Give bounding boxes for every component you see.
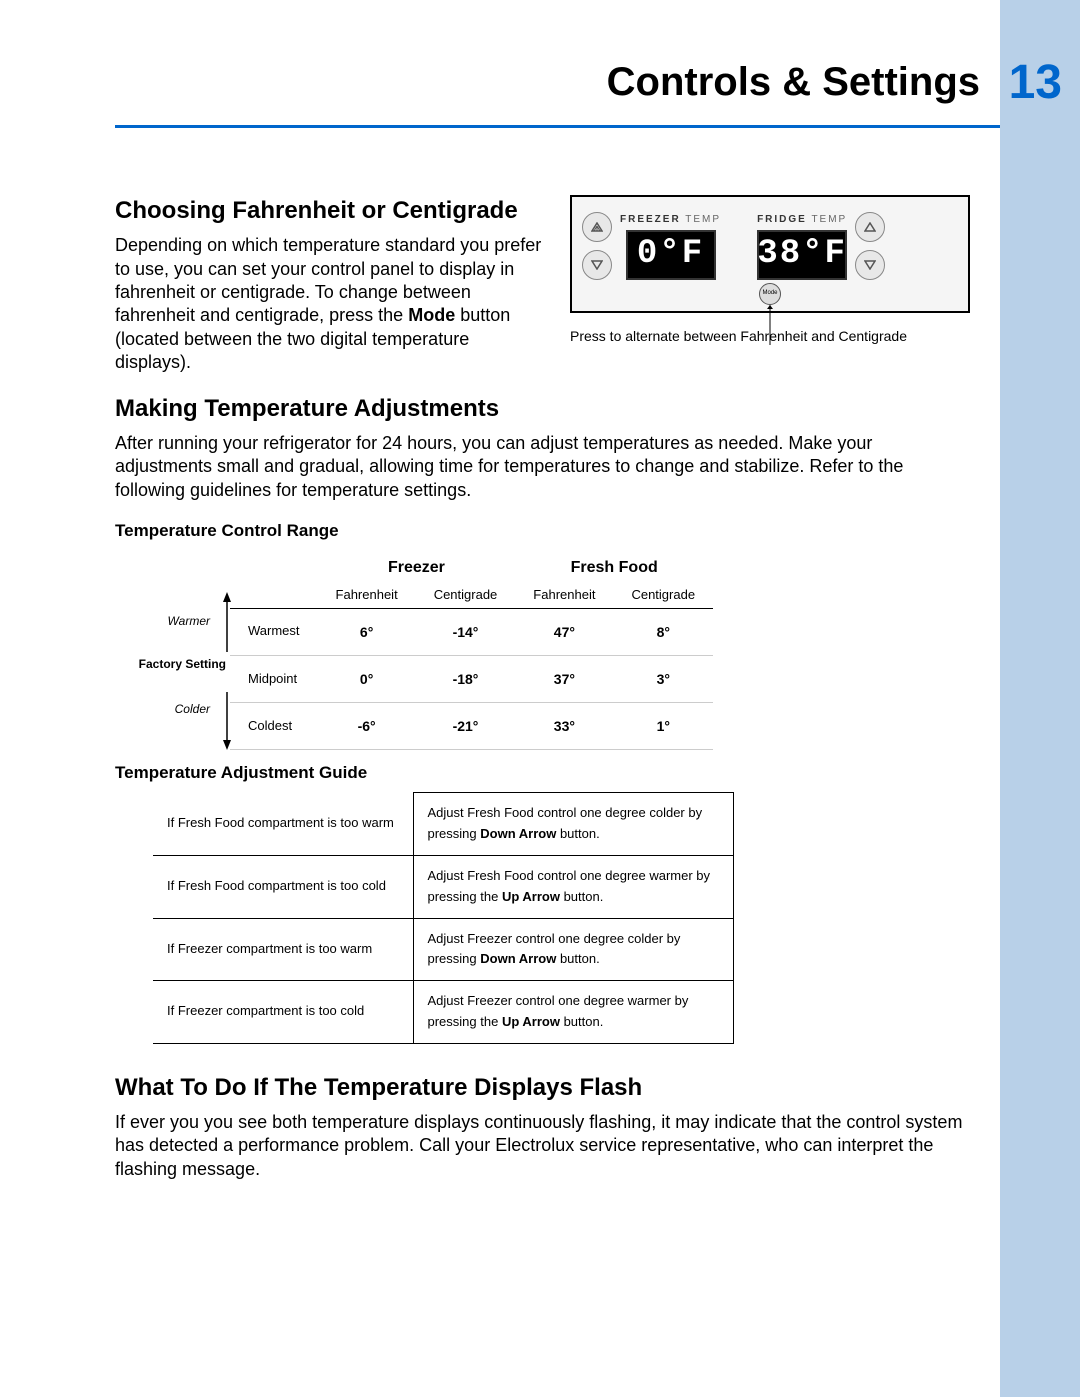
cell: 3° <box>613 655 713 702</box>
section-3-body: If ever you you see both temperature dis… <box>115 1111 970 1181</box>
section-3-heading: What To Do If The Temperature Displays F… <box>115 1072 970 1103</box>
fridge-temp-label: FRIDGE TEMP <box>757 213 847 226</box>
cell: -18° <box>416 655 516 702</box>
section-1-heading: Choosing Fahrenheit or Centigrade <box>115 195 550 226</box>
table-row: If Freezer compartment is too warm Adjus… <box>153 918 733 981</box>
cell: Adjust Fresh Food control one degree col… <box>413 793 733 856</box>
fridge-temp-display: 38°F <box>757 230 847 280</box>
freezer-down-arrow-icon <box>582 250 612 280</box>
cell: If Freezer compartment is too warm <box>153 918 413 981</box>
cell: If Fresh Food compartment is too warm <box>153 793 413 856</box>
section-1-body: Depending on which temperature standard … <box>115 234 550 374</box>
guide-table: If Fresh Food compartment is too warm Ad… <box>153 792 734 1043</box>
freezer-col-head: Freezer <box>318 552 516 581</box>
freezer-up-arrow-icon <box>582 212 612 242</box>
table-row: If Fresh Food compartment is too cold Ad… <box>153 855 733 918</box>
cell: If Freezer compartment is too cold <box>153 981 413 1044</box>
page-number: 13 <box>1009 55 1062 110</box>
freezer-temp-display: 0°F <box>626 230 716 280</box>
range-axis-labels: Warmer Factory Setting Colder <box>115 552 230 750</box>
cell: 6° <box>318 608 416 655</box>
callout-line-icon <box>765 305 775 345</box>
header: Controls & Settings <box>0 60 1000 105</box>
cell: -21° <box>416 703 516 750</box>
cell: Midpoint <box>230 655 318 702</box>
cell: If Fresh Food compartment is too cold <box>153 855 413 918</box>
factory-label: Factory Setting <box>139 657 226 673</box>
cell: Adjust Freezer control one degree warmer… <box>413 981 733 1044</box>
cell: Coldest <box>230 703 318 750</box>
sub-head: Centigrade <box>416 581 516 608</box>
cell: 1° <box>613 703 713 750</box>
sub-head: Centigrade <box>613 581 713 608</box>
header-rule <box>115 125 1000 128</box>
sub-head: Fahrenheit <box>515 581 613 608</box>
cell: 0° <box>318 655 416 702</box>
main-content: Choosing Fahrenheit or Centigrade Depend… <box>115 195 970 1199</box>
cell: 33° <box>515 703 613 750</box>
mode-bold: Mode <box>408 305 455 325</box>
cell: 47° <box>515 608 613 655</box>
range-table: Freezer Fresh Food Fahrenheit Centigrade… <box>230 552 713 750</box>
table-row: Warmest 6° -14° 47° 8° <box>230 608 713 655</box>
cell: Adjust Fresh Food control one degree war… <box>413 855 733 918</box>
cell: 37° <box>515 655 613 702</box>
mode-button-icon: Mode <box>759 283 781 305</box>
freshfood-col-head: Fresh Food <box>515 552 713 581</box>
fridge-up-arrow-icon <box>855 212 885 242</box>
table-row: If Freezer compartment is too cold Adjus… <box>153 981 733 1044</box>
cell: 8° <box>613 608 713 655</box>
sub-head: Fahrenheit <box>318 581 416 608</box>
header-title: Controls & Settings <box>607 60 980 105</box>
page-sidebar <box>1000 0 1080 1397</box>
cell: Warmest <box>230 608 318 655</box>
table-row: Midpoint 0° -18° 37° 3° <box>230 655 713 702</box>
cell: Adjust Freezer control one degree colder… <box>413 918 733 981</box>
range-heading: Temperature Control Range <box>115 520 970 542</box>
fridge-down-arrow-icon <box>855 250 885 280</box>
guide-heading: Temperature Adjustment Guide <box>115 762 970 784</box>
warmer-label: Warmer <box>168 614 210 630</box>
table-row: Coldest -6° -21° 33° 1° <box>230 703 713 750</box>
freezer-temp-label: FREEZER TEMP <box>620 213 721 226</box>
cell: -14° <box>416 608 516 655</box>
section-2-body: After running your refrigerator for 24 h… <box>115 432 970 502</box>
section-2-heading: Making Temperature Adjustments <box>115 393 970 424</box>
table-row: If Fresh Food compartment is too warm Ad… <box>153 793 733 856</box>
colder-label: Colder <box>175 702 210 718</box>
control-panel-figure: FREEZER TEMP 0°F FRIDGE TEMP 38°F Mode <box>570 195 970 345</box>
cell: -6° <box>318 703 416 750</box>
